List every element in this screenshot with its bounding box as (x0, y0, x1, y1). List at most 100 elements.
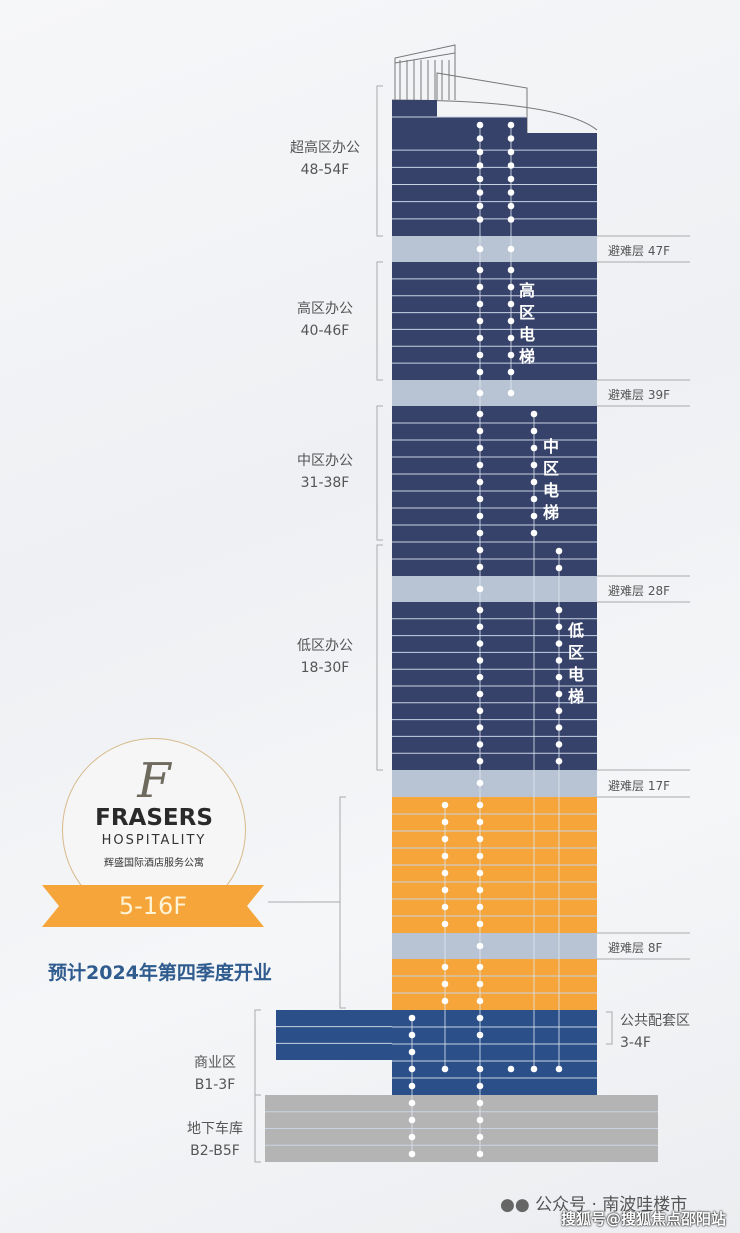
elevator-stop-dot (507, 266, 515, 274)
elevator-label-high: 高区电梯 (518, 281, 535, 366)
bracket-public (606, 1011, 613, 1045)
elevator-stop-dot (476, 869, 484, 877)
elevator-stop-dot (555, 741, 563, 748)
elevator-stop-dot (476, 852, 484, 860)
bracket-high (376, 261, 383, 381)
refuge-label-39: 避难层 39F (608, 388, 670, 402)
elevator-stop-dot (476, 1031, 484, 1039)
bracket-low (376, 544, 383, 771)
elevator-stop-dot (476, 216, 484, 223)
elevator-stop-dot (476, 801, 484, 809)
elevator-stop-dot (507, 245, 515, 253)
refuge-39 (392, 380, 597, 406)
elevator-stop-dot (476, 942, 484, 950)
elevator-stop-dot (476, 963, 484, 971)
elevator-stop-dot (507, 351, 515, 359)
elevator-stop-dot (555, 564, 563, 572)
elevator-stop-dot (441, 963, 449, 971)
elevator-stop-dot (476, 779, 484, 787)
elevator-stop-dot (507, 148, 515, 156)
elevator-stop-dot (476, 189, 484, 196)
elevator-stop-dot (476, 368, 484, 376)
elevator-stop-dot (507, 283, 515, 291)
f-monogram-icon: F (137, 753, 171, 809)
floor-block (392, 100, 437, 117)
elevator-stop-dot (476, 724, 484, 731)
elevator-stop-dot (476, 1014, 484, 1022)
elevator-stop-dot (476, 334, 484, 342)
elevator-stop-dot (476, 1082, 484, 1090)
elevator-stop-dot (408, 1099, 416, 1107)
floor-block (392, 117, 527, 133)
elevator-stop-dot (476, 148, 484, 156)
elevator-stop-dot (507, 368, 515, 376)
bracket-mid (376, 405, 383, 541)
elevator-stop-dot (476, 283, 484, 291)
elevator-stop-dot (476, 690, 484, 698)
elevator-stop-dot (555, 547, 563, 555)
elevator-stop-dot (408, 1065, 416, 1073)
elevator-stop-dot (555, 724, 563, 731)
refuge-label-17: 避难层 17F (608, 779, 670, 793)
elevator-stop-dot (507, 389, 515, 397)
elevator-stop-dot (408, 1082, 416, 1090)
elevator-stop-dot (476, 351, 484, 359)
opening-date: 预计2024年第四季度开业 (48, 962, 272, 984)
bracket-super-high (376, 85, 383, 237)
elevator-stop-dot (476, 512, 484, 520)
elevator-stop-dot (441, 903, 449, 911)
elevator-stop-dot (555, 707, 563, 715)
elevator-stop-dot (476, 546, 484, 554)
elevator-stop-dot (476, 980, 484, 988)
hotel-floors: 5-16F (118, 892, 188, 920)
refuge-8 (392, 933, 597, 959)
elevator-stop-dot (507, 135, 515, 142)
elevator-stop-dot (476, 997, 484, 1005)
elevator-label-mid: 中区电梯 (542, 437, 559, 522)
elevator-stop-dot (555, 757, 563, 765)
elevator-stop-dot (507, 175, 515, 183)
elevator-stop-dot (476, 317, 484, 325)
refuge-28 (392, 576, 597, 602)
refuge-label-8: 避难层 8F (608, 941, 663, 955)
elevator-stop-dot (476, 818, 484, 826)
zone-label-low: 低区办公 18-30F (297, 638, 353, 676)
elevator-stop-dot (476, 1133, 484, 1141)
elevator-stop-dot (476, 478, 484, 486)
elevator-stop-dot (507, 216, 515, 223)
elevator-stop-dot (507, 1065, 515, 1073)
elevator-stop-dot (441, 920, 449, 928)
elevator-stop-dot (476, 121, 484, 129)
refuge-label-47: 避难层 47F (608, 244, 670, 258)
elevator-stop-dot (476, 623, 484, 631)
refuge-47 (392, 236, 597, 262)
elevator-stop-dot (441, 835, 449, 843)
floors-ribbon (42, 885, 264, 927)
elevator-stop-dot (476, 389, 484, 397)
elevator-stop-dot (476, 427, 484, 435)
elevator-stop-dot (555, 657, 563, 664)
elevator-stop-dot (476, 835, 484, 843)
elevator-stop-dot (476, 757, 484, 765)
office-high (392, 262, 597, 380)
elevator-stop-dot (476, 903, 484, 911)
elevator-stop-dot (476, 245, 484, 253)
elevator-stop-dot (476, 640, 484, 647)
elevator-stop-dot (476, 444, 484, 452)
elevator-stop-dot (441, 997, 449, 1005)
elevator-stop-dot (555, 606, 563, 614)
elevator-stop-dot (476, 707, 484, 715)
zone-label-super-high: 超高区办公 48-54F (290, 140, 360, 178)
retail-podium (392, 1010, 597, 1095)
elevator-stop-dot (476, 162, 484, 169)
elevator-stop-dot (476, 529, 484, 537)
hotel-lower (392, 959, 597, 1010)
elevator-stop-dot (476, 741, 484, 748)
roof-frame (394, 44, 528, 133)
elevator-stop-dot (507, 317, 515, 325)
elevator-stop-dot (476, 410, 484, 418)
bracket-hotel (339, 796, 346, 1009)
elevator-stop-dot (555, 623, 563, 631)
elevator-stop-dot (555, 690, 563, 698)
zone-label-public: 公共配套区 3-4F (620, 1013, 690, 1051)
